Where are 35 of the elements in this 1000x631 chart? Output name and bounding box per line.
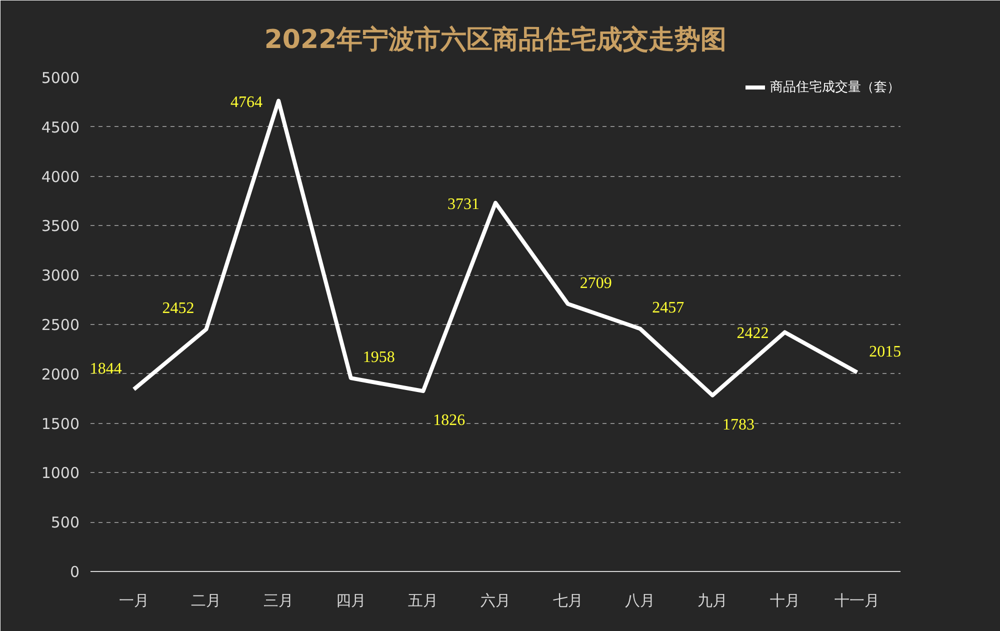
x-tick-label: 五月 bbox=[408, 592, 438, 610]
x-tick-label: 一月 bbox=[118, 592, 149, 610]
x-tick-label: 七月 bbox=[552, 592, 583, 610]
y-tick-label: 0 bbox=[70, 563, 80, 581]
y-tick-label: 3000 bbox=[41, 266, 80, 285]
y-tick-label: 500 bbox=[50, 514, 80, 532]
y-tick-label: 5000 bbox=[41, 69, 80, 87]
data-label: 4764 bbox=[230, 94, 263, 111]
data-label: 2422 bbox=[736, 325, 769, 342]
x-tick-label: 十一月 bbox=[834, 592, 880, 610]
y-tick-label: 4000 bbox=[41, 168, 80, 186]
data-label: 2015 bbox=[869, 343, 902, 360]
y-tick-label: 3500 bbox=[41, 217, 80, 236]
data-label: 1783 bbox=[722, 416, 754, 434]
y-tick-label: 1000 bbox=[41, 464, 80, 482]
data-label: 1844 bbox=[90, 360, 122, 378]
chart-title: 2022年宁波市六区商品住宅成交走势图 bbox=[264, 25, 727, 55]
data-label: 3731 bbox=[448, 196, 480, 213]
y-tick-label: 2500 bbox=[41, 316, 80, 334]
x-tick-label: 九月 bbox=[697, 592, 728, 610]
x-tick-label: 十月 bbox=[770, 592, 800, 610]
data-label: 2709 bbox=[580, 274, 612, 292]
x-tick-label: 二月 bbox=[191, 592, 222, 610]
legend-label: 商品住宅成交量（套） bbox=[770, 79, 900, 96]
data-label: 1826 bbox=[433, 412, 466, 430]
y-tick-label: 1500 bbox=[41, 414, 80, 433]
x-tick-label: 八月 bbox=[625, 592, 656, 610]
x-tick-label: 六月 bbox=[480, 592, 510, 610]
data-label: 1958 bbox=[362, 349, 395, 366]
data-label: 2457 bbox=[652, 300, 684, 317]
y-tick-label: 4500 bbox=[41, 118, 80, 136]
data-label: 2452 bbox=[162, 300, 194, 318]
y-tick-label: 2000 bbox=[41, 365, 80, 384]
x-tick-label: 三月 bbox=[264, 592, 294, 610]
x-tick-label: 四月 bbox=[336, 592, 366, 610]
